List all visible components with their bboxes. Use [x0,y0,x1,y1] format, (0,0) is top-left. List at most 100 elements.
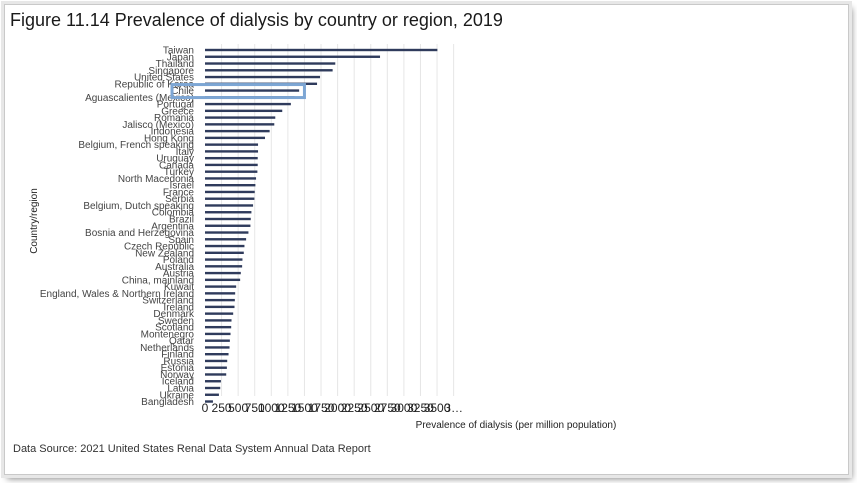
bar [205,265,243,268]
bar [205,359,228,363]
x-tick-label: 1750 [308,401,335,415]
x-tick-label: 500 [228,401,248,415]
category-label: Brazil [169,215,194,226]
category-label: Iceland [162,377,194,388]
category-label: Kuwait [164,282,194,293]
bar [205,129,270,133]
bar [205,197,255,200]
data-source-note: Data Source: 2021 United States Renal Da… [13,443,371,455]
category-label: Jalisco (Mexico) [122,120,194,131]
category-label: England, Wales & Northern Ireland [40,289,194,300]
category-label: Canada [159,160,194,171]
bar [205,400,213,403]
bar [205,136,266,140]
bar [205,339,230,342]
bar [205,69,333,72]
bar [205,75,321,79]
bar [205,170,258,173]
bar [205,305,235,309]
category-label: Estonia [161,363,195,374]
category-label: Taiwan [163,46,194,57]
bar [205,292,236,295]
category-label: Singapore [148,66,194,77]
category-label: Russia [163,356,194,367]
gridlines [221,44,455,396]
bar [205,143,259,146]
bar [205,177,257,180]
category-label: Scotland [155,323,194,334]
bar [205,278,241,282]
bar [205,238,247,241]
bar [205,380,221,383]
category-label: Ireland [163,302,194,313]
figure-frame [4,4,849,475]
category-label: Montenegro [141,329,195,340]
category-label: Thailand [156,59,194,70]
bar [205,211,252,214]
bar [205,48,438,52]
bar [205,366,227,369]
bar [205,116,276,119]
bar [205,393,219,396]
category-label: Italy [176,147,194,158]
x-tick-label: 3000 [391,401,418,415]
bar [205,62,336,65]
bar [205,319,232,322]
bar [205,190,255,194]
category-label: Spain [168,235,194,246]
category-label: Colombia [152,208,195,219]
category-label: Switzerland [142,296,194,307]
category-label: Latvia [167,384,194,395]
category-label: Poland [163,255,194,266]
bar [205,231,249,234]
category-label: Aguascalientes (Mexico) [85,93,194,104]
category-label: Australia [155,262,194,273]
category-label: Hong Kong [144,133,194,144]
bar [205,346,230,349]
x-tick-labels: 0 250500750100012501500175020002250250027… [202,401,463,415]
category-label: Uruguay [156,154,194,165]
x-tick-label: 0 [202,401,209,415]
x-tick-label: 1250 [275,401,302,415]
bar [205,123,275,126]
category-label: Ukraine [160,390,195,401]
bar [205,184,256,187]
category-label: Indonesia [151,127,195,138]
category-label: Sweden [158,316,194,327]
category-label: Qatar [169,336,195,347]
bar [205,386,221,390]
category-label: Argentina [151,221,194,232]
category-label: China, mainland [122,275,194,286]
bar [205,373,227,376]
x-tick-label: 2000 [324,401,351,415]
x-tick-label: 2750 [374,401,401,415]
category-label: Finland [161,350,194,361]
bar [205,55,381,58]
x-tick-label: 1500 [291,401,318,415]
bar [205,163,258,167]
x-axis-title: Prevalence of dialysis (per million popu… [416,420,617,431]
bar [205,353,229,356]
category-label: Japan [167,52,194,63]
x-tick-label: 3500 [424,401,451,415]
x-tick-label: 3250 [407,401,434,415]
bar [205,244,245,248]
bar [205,150,259,153]
bar [205,102,291,106]
category-label: Norway [160,370,194,381]
category-label: Belgium, Dutch speaking [83,201,194,212]
category-label: Bangladesh [141,397,194,408]
category-label: United States [134,73,194,84]
y-axis-title: Country/region [29,188,40,254]
category-label: Chile [171,86,194,97]
bar [205,109,283,113]
bar [205,325,232,329]
x-tick-label: 1000 [258,401,285,415]
category-label: Greece [161,106,194,117]
category-label: Romania [154,113,194,124]
category-label: Netherlands [140,343,194,354]
bar [205,298,235,302]
bar [205,312,234,315]
bar [205,332,231,336]
